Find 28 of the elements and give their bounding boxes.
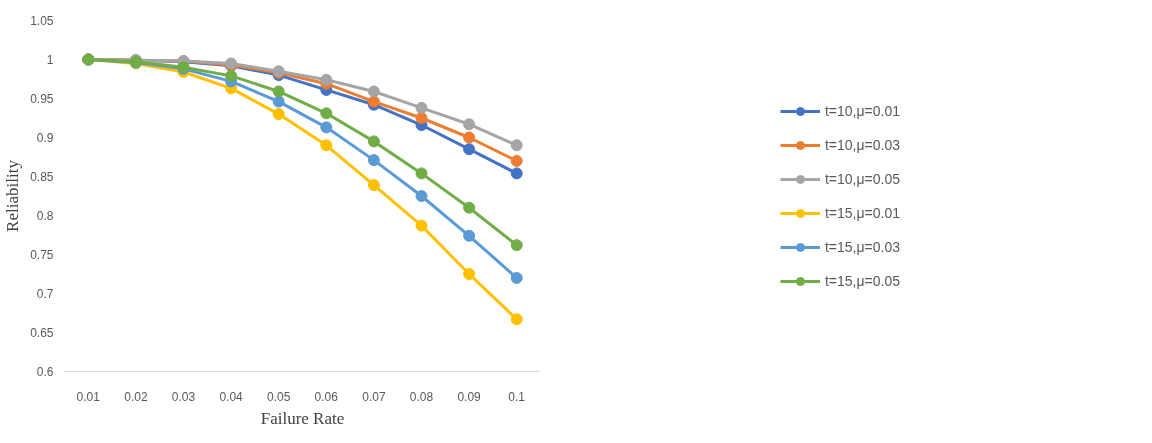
y-tick-label: 0.65 — [30, 326, 54, 340]
x-tick-label: 0.07 — [362, 389, 386, 404]
x-tick-label: 0.05 — [267, 389, 291, 404]
x-tick-label: 0.01 — [76, 389, 101, 404]
x-tick-label: 0.09 — [457, 389, 482, 404]
x-axis-title: Failure Rate — [260, 408, 345, 428]
y-tick-label: 0.6 — [36, 365, 54, 379]
y-axis-title: Reliability — [3, 159, 23, 232]
x-tick-label: 0.04 — [219, 389, 244, 404]
x-tick-label: 0.08 — [409, 389, 434, 404]
legend-label: t=10,μ=0.01 — [824, 102, 901, 119]
legend-label: t=10,μ=0.05 — [824, 170, 901, 187]
x-tick-label: 0.03 — [171, 389, 196, 404]
y-tick-label: 1 — [46, 53, 54, 67]
legend-label: t=15,μ=0.05 — [824, 272, 901, 289]
y-tick-label: 0.75 — [30, 248, 54, 262]
x-tick-label: 0.06 — [314, 389, 339, 404]
y-tick-label: 0.7 — [36, 287, 54, 301]
x-tick-label: 0.02 — [124, 389, 148, 404]
x-tick-label: 0.1 — [508, 389, 526, 404]
legend-label: t=15,μ=0.03 — [824, 238, 901, 255]
y-tick-label: 0.95 — [30, 92, 54, 106]
y-tick-label: 1.05 — [30, 14, 54, 28]
legend-label: t=10,μ=0.03 — [824, 136, 901, 153]
y-tick-label: 0.9 — [36, 131, 54, 145]
y-tick-label: 0.8 — [36, 209, 54, 223]
y-tick-label: 0.85 — [30, 170, 54, 184]
legend-label: t=15,μ=0.01 — [824, 204, 901, 221]
